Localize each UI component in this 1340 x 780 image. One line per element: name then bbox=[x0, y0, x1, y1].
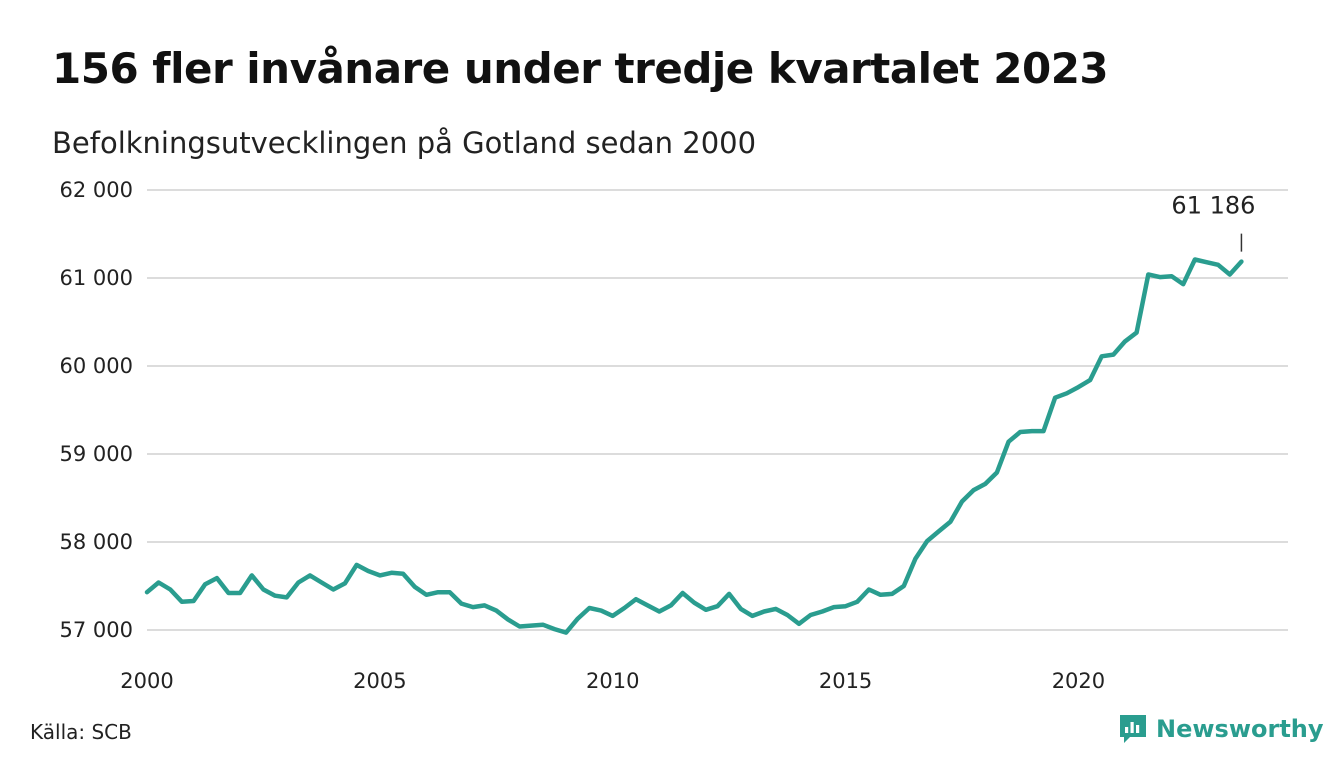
y-tick-label: 61 000 bbox=[60, 266, 133, 290]
x-tick-label: 2015 bbox=[819, 669, 872, 693]
y-tick-label: 62 000 bbox=[60, 178, 133, 202]
series-line-group bbox=[144, 257, 1244, 635]
x-tick-label: 2000 bbox=[120, 669, 173, 693]
y-tick-label: 60 000 bbox=[60, 354, 133, 378]
y-tick-label: 57 000 bbox=[60, 618, 133, 642]
source-note: Källa: SCB bbox=[30, 720, 132, 744]
y-tick-label: 59 000 bbox=[60, 442, 133, 466]
x-tick-label: 2020 bbox=[1052, 669, 1105, 693]
y-tick-label: 58 000 bbox=[60, 530, 133, 554]
x-axis-tick-labels: 2000 2005 2010 2015 2020 bbox=[120, 669, 1105, 693]
end-value-label: 61 186 bbox=[1171, 192, 1255, 220]
brand-logo[interactable]: Newsworthy bbox=[1118, 713, 1324, 745]
chart-subtitle: Befolkningsutvecklingen på Gotland sedan… bbox=[52, 126, 757, 160]
y-axis-tick-labels: 57 000 58 000 59 000 60 000 61 000 62 000 bbox=[60, 178, 133, 642]
gridlines bbox=[147, 189, 1288, 631]
newsworthy-logo-icon bbox=[1120, 715, 1146, 743]
x-tick-label: 2010 bbox=[586, 669, 639, 693]
brand-name: Newsworthy bbox=[1156, 715, 1324, 743]
chart-title: 156 fler invånare under tredje kvartalet… bbox=[52, 44, 1109, 93]
x-tick-label: 2005 bbox=[353, 669, 406, 693]
end-annotation: 61 186 bbox=[1171, 192, 1255, 252]
series-line bbox=[144, 257, 1244, 635]
